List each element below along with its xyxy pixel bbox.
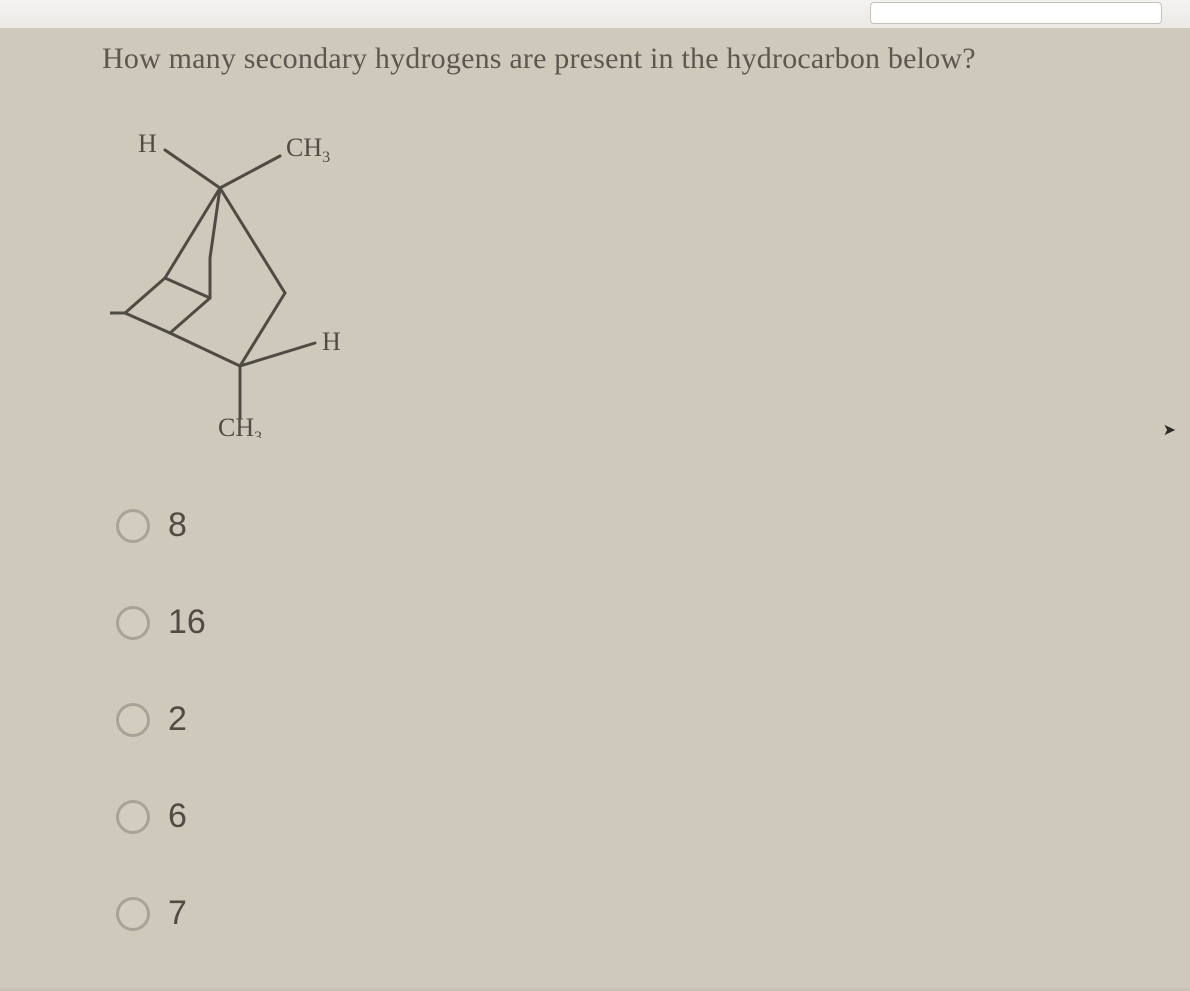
- molecule-diagram: H CH3 H CH3: [110, 118, 370, 438]
- radio-button[interactable]: [116, 800, 150, 834]
- option-label: 16: [168, 603, 206, 642]
- question-text: How many secondary hydrogens are present…: [102, 42, 976, 76]
- radio-button[interactable]: [116, 509, 150, 543]
- option-row[interactable]: 7: [116, 894, 206, 933]
- topbar-dropdown[interactable]: [870, 2, 1162, 24]
- browser-topbar: [0, 0, 1190, 30]
- mouse-cursor-icon: ➤: [1163, 420, 1176, 440]
- radio-button[interactable]: [116, 606, 150, 640]
- option-row[interactable]: 8: [116, 506, 206, 545]
- label-ch3-top-right: CH3: [286, 133, 330, 166]
- label-h-top-left: H: [138, 129, 157, 158]
- option-row[interactable]: 2: [116, 700, 206, 739]
- option-label: 8: [168, 506, 187, 545]
- label-ch3-bottom: CH3: [218, 413, 262, 438]
- option-label: 2: [168, 700, 187, 739]
- option-row[interactable]: 16: [116, 603, 206, 642]
- radio-button[interactable]: [116, 703, 150, 737]
- radio-button[interactable]: [116, 897, 150, 931]
- answer-options: 8 16 2 6 7: [116, 506, 206, 991]
- option-label: 7: [168, 894, 187, 933]
- option-label: 6: [168, 797, 187, 836]
- label-h-right: H: [322, 327, 341, 356]
- option-row[interactable]: 6: [116, 797, 206, 836]
- question-content: How many secondary hydrogens are present…: [0, 28, 1190, 988]
